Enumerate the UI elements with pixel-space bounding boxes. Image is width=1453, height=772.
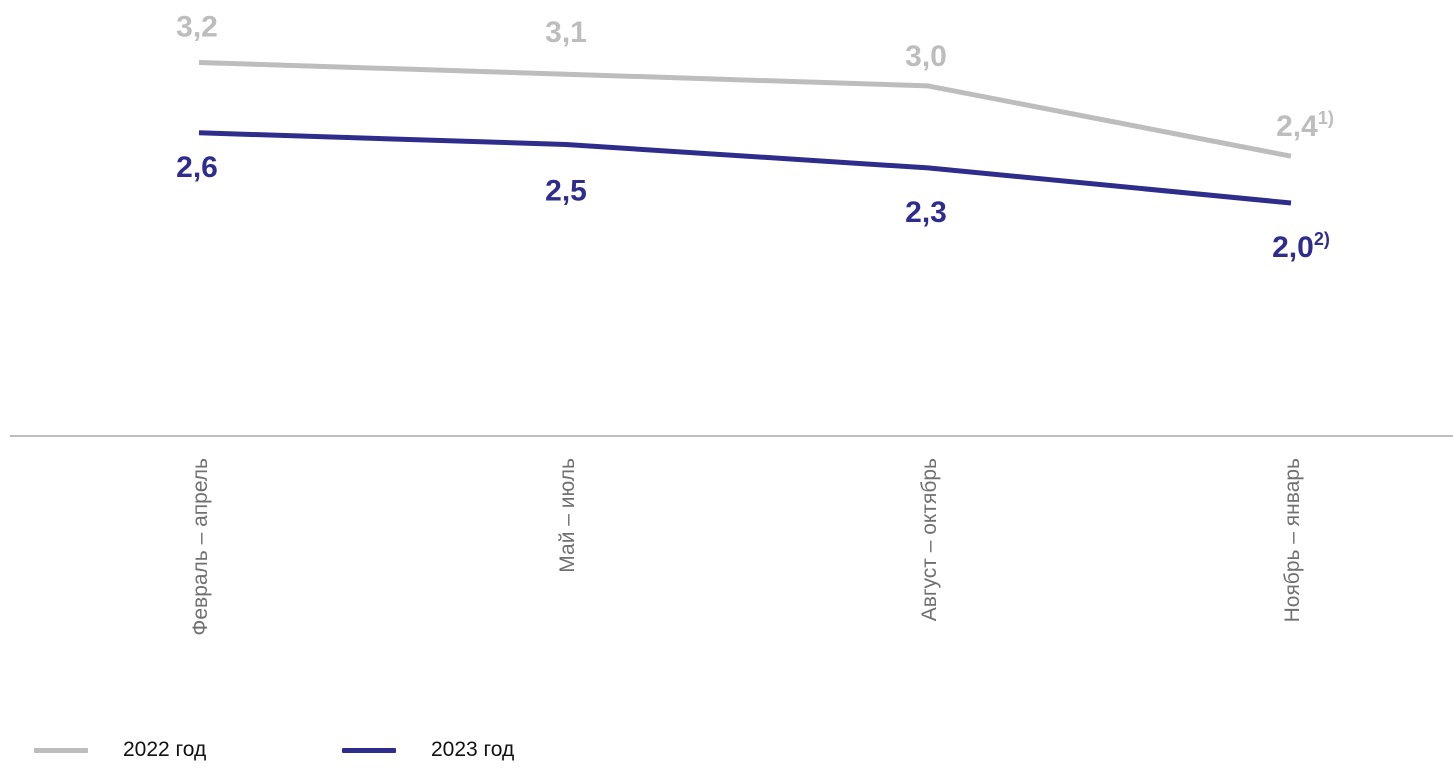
data-label-footnote: 2) <box>1314 229 1330 249</box>
data-label-value: 2,5 <box>545 175 587 208</box>
data-label: 3,0 <box>905 40 947 73</box>
data-label-value: 3,2 <box>176 11 218 44</box>
data-label: 2,5 <box>545 175 587 208</box>
data-label: 2,3 <box>905 196 947 229</box>
legend-label-2022: 2022 год <box>123 738 207 761</box>
data-label-value: 2,3 <box>905 196 947 229</box>
legend-swatch-2022 <box>34 747 88 753</box>
series-line-2023-год <box>198 130 1292 206</box>
legend-item-2023: 2023 год <box>342 738 514 762</box>
series-layer <box>198 60 1292 206</box>
data-label-value: 2,4 <box>1276 110 1318 143</box>
category-label: Август – октябрь <box>918 458 941 621</box>
legend: 2022 год 2023 год <box>34 738 514 762</box>
data-label: 2,41) <box>1276 108 1334 143</box>
data-label: 3,2 <box>176 11 218 44</box>
legend-item-2022: 2022 год <box>34 738 342 762</box>
category-label: Ноябрь – январь <box>1281 458 1304 622</box>
category-label: Февраль – апрель <box>189 458 212 636</box>
legend-swatch-2023 <box>342 747 396 753</box>
data-label-footnote: 1) <box>1318 108 1334 128</box>
data-label-value: 2,6 <box>176 151 218 184</box>
legend-label-2023: 2023 год <box>431 738 515 761</box>
category-label: Май – июль <box>556 458 579 573</box>
series-line-2022-год <box>198 60 1292 159</box>
data-label-value: 2,0 <box>1272 231 1314 264</box>
data-labels-layer: 3,2 3,1 3,0 2,41) 2,6 2,5 2,3 2,02) <box>176 11 1334 265</box>
data-label-value: 3,0 <box>905 40 947 73</box>
data-label-value: 3,1 <box>545 16 587 49</box>
category-labels-layer: Февраль – апрель Май – июль Август – октяб… <box>189 458 1304 636</box>
data-label: 3,1 <box>545 16 587 49</box>
data-label: 2,02) <box>1272 229 1330 264</box>
data-label: 2,6 <box>176 151 218 184</box>
